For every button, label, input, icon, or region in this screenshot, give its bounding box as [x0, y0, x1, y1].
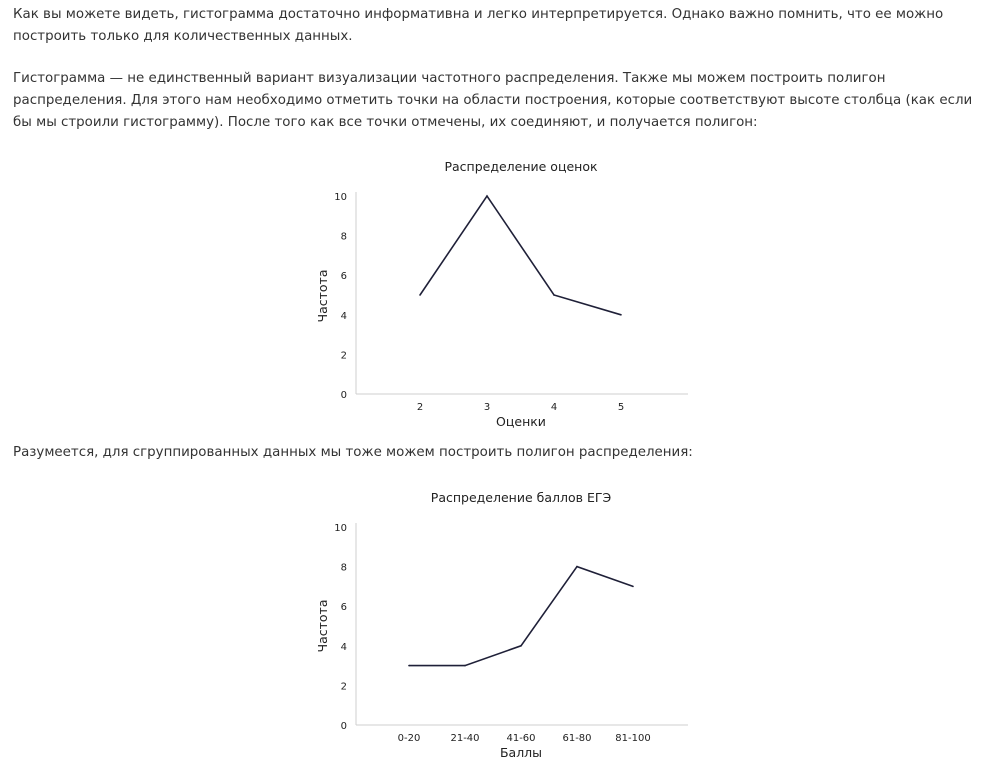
y-axis-label: Частота — [315, 270, 330, 323]
chart-ege-score-distribution: Распределение баллов ЕГЭ Баллы Частота 0… — [300, 480, 700, 768]
chart-grade-distribution-svg: Распределение оценок Оценки Частота 0 2 4 6… — [315, 159, 688, 429]
chart-grade-distribution: Распределение оценок Оценки Частота 0 2 4 6… — [300, 150, 700, 435]
data-point — [576, 565, 578, 568]
x-tick-label: 5 — [618, 402, 624, 413]
x-tick-label: 0-20 — [398, 733, 421, 744]
chart-title: Распределение оценок — [444, 159, 598, 174]
series-line — [419, 194, 622, 316]
data-point — [553, 294, 555, 296]
y-tick-label: 4 — [341, 311, 347, 322]
y-tick-label: 10 — [334, 523, 347, 534]
y-tick-label: 8 — [341, 232, 347, 243]
y-axis-label: Частота — [315, 600, 330, 653]
data-point — [486, 195, 488, 197]
paragraph-histogram-note: Как вы можете видеть, гистограмма достат… — [13, 7, 944, 44]
data-point — [632, 585, 634, 588]
x-tick-label: 2 — [417, 402, 423, 413]
x-tick-label: 81-100 — [615, 733, 650, 744]
y-tick-label: 2 — [341, 681, 347, 692]
y-tick-label: 10 — [334, 192, 347, 203]
y-tick-label: 4 — [341, 642, 347, 653]
data-point — [419, 294, 421, 296]
x-tick-label: 41-60 — [506, 733, 535, 744]
x-axis-label: Оценки — [496, 414, 546, 429]
y-tick-label: 8 — [341, 563, 347, 574]
x-tick-label: 4 — [551, 402, 557, 413]
data-point — [408, 664, 410, 667]
y-tick-label: 6 — [341, 602, 347, 613]
x-tick-label: 61-80 — [562, 733, 591, 744]
y-tick-label: 2 — [341, 350, 347, 361]
paragraph-grouped-data: Разумеется, для сгруппированных данных м… — [13, 445, 693, 460]
y-tick-label: 0 — [341, 721, 347, 732]
data-point — [520, 645, 522, 647]
x-axis-label: Баллы — [500, 745, 542, 760]
x-tick-label: 21-40 — [450, 733, 479, 744]
x-tick-label: 3 — [484, 402, 490, 413]
chart-title: Распределение баллов ЕГЭ — [431, 490, 612, 505]
series-line — [409, 565, 634, 667]
data-point — [464, 664, 466, 667]
paragraph-polygon-intro: Гистограмма — не единственный вариант ви… — [13, 71, 973, 130]
chart-ege-score-distribution-svg: Распределение баллов ЕГЭ Баллы Частота 0… — [315, 490, 688, 760]
y-tick-label: 0 — [341, 390, 347, 401]
data-point — [620, 314, 622, 316]
y-tick-label: 6 — [341, 271, 347, 282]
